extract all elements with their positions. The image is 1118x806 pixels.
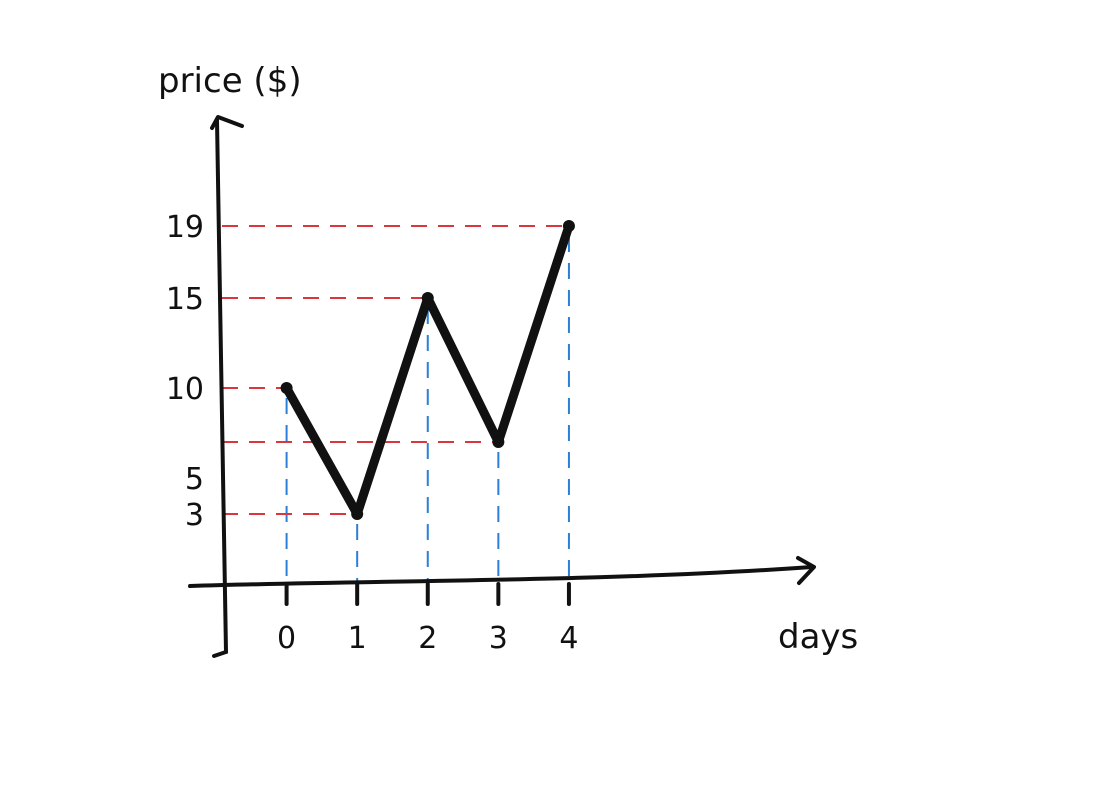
data-point [280, 382, 293, 394]
y-axis-title: price ($) [158, 61, 302, 101]
data-point [562, 220, 575, 232]
y-axis-line [212, 118, 229, 658]
y-tick-label: 10 [166, 372, 204, 407]
data-point [492, 436, 505, 448]
y-axis-arrowhead [210, 115, 244, 130]
guides-layer [222, 225, 570, 586]
x-axis-line [188, 565, 814, 588]
y-tick-label: 19 [166, 210, 204, 245]
y-tick-label: 3 [185, 498, 204, 533]
x-tick-label: 4 [559, 621, 578, 656]
axes-layer: price ($) days [158, 61, 858, 658]
y-tick-label: 15 [166, 282, 204, 317]
data-point [421, 292, 434, 304]
data-point [351, 508, 364, 520]
x-axis-title: days [778, 617, 858, 657]
x-tick-label: 2 [418, 621, 437, 656]
x-tick-label: 0 [277, 621, 296, 656]
x-tick-label: 3 [489, 621, 508, 656]
series-layer [280, 220, 575, 520]
x-tick-label: 1 [348, 621, 367, 656]
y-tick-label: 5 [185, 462, 204, 497]
x-axis-arrowhead [796, 556, 816, 585]
